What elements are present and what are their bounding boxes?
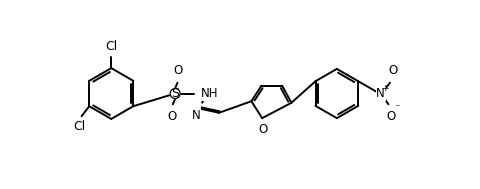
Text: +: + (381, 84, 388, 93)
Circle shape (170, 88, 180, 98)
Text: Cl: Cl (105, 40, 118, 53)
Text: O: O (258, 123, 267, 136)
Text: O: O (386, 110, 396, 123)
Text: N: N (376, 87, 385, 100)
Text: O: O (388, 64, 398, 77)
Text: O: O (168, 110, 177, 123)
Text: NH: NH (201, 87, 218, 100)
Text: O: O (174, 64, 183, 77)
Text: ⁻: ⁻ (394, 103, 400, 113)
Text: Cl: Cl (73, 120, 85, 133)
Text: N: N (192, 109, 201, 122)
Text: S: S (171, 87, 179, 100)
